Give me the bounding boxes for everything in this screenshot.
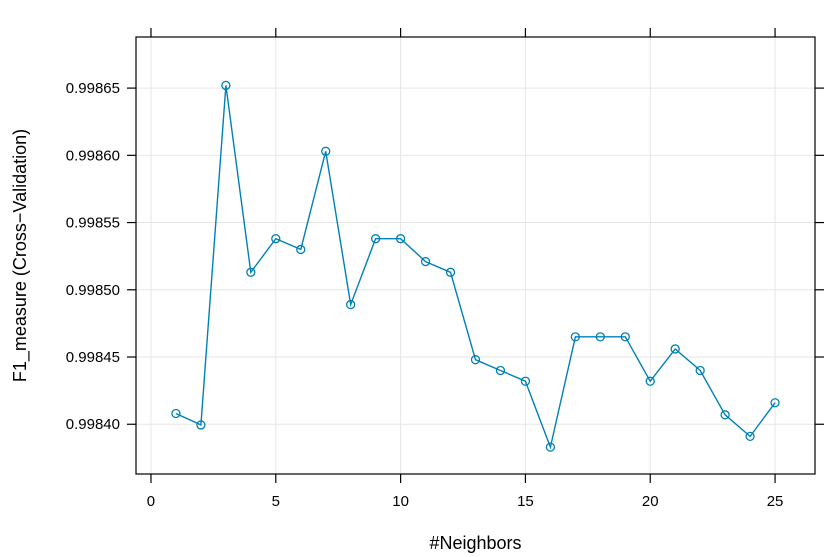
data-point — [770, 398, 780, 408]
data-point — [346, 299, 356, 310]
x-tick-label: 5 — [272, 493, 280, 510]
data-point — [745, 431, 755, 442]
y-axis-title: F1_measure (Cross−Validation) — [10, 129, 31, 382]
data-point — [246, 267, 256, 277]
y-tick-label: 0.99860 — [66, 147, 120, 164]
x-tick-label: 20 — [642, 493, 659, 510]
series-layer — [171, 80, 780, 452]
x-axis-title: #Neighbors — [429, 533, 521, 553]
y-tick-label: 0.99855 — [66, 215, 120, 232]
data-point — [171, 408, 181, 419]
plot-frame — [135, 36, 816, 475]
data-point — [321, 146, 331, 156]
data-point — [545, 442, 556, 452]
data-point — [570, 332, 581, 342]
data-point — [271, 234, 281, 244]
x-tick-label: 10 — [392, 493, 409, 510]
data-point — [196, 420, 206, 430]
axes-layer: 0 5 10 15 20 25 0.99840 0.99845 0.99850 0.99855 0.… — [66, 28, 824, 510]
data-point — [420, 256, 431, 267]
data-point — [370, 234, 381, 244]
y-tick-label: 0.99840 — [66, 416, 120, 433]
grid-layer — [136, 37, 815, 474]
data-point — [520, 376, 531, 386]
x-tick-label: 15 — [517, 493, 534, 510]
series-line — [175, 85, 776, 450]
data-point — [395, 234, 406, 244]
data-point — [670, 344, 680, 354]
data-point — [445, 267, 456, 277]
y-tick-label: 0.99845 — [66, 349, 120, 366]
data-point — [695, 365, 705, 376]
data-point — [620, 332, 630, 342]
y-tick-label: 0.99850 — [66, 282, 120, 299]
data-point — [296, 244, 306, 255]
data-point — [470, 355, 481, 365]
data-point — [645, 376, 655, 386]
x-tick-label: 0 — [147, 493, 155, 510]
data-point — [495, 365, 506, 376]
x-tick-label: 25 — [767, 493, 784, 510]
data-point — [720, 410, 730, 420]
data-point — [221, 80, 231, 91]
data-point — [595, 332, 605, 342]
y-tick-label: 0.99865 — [66, 80, 120, 97]
